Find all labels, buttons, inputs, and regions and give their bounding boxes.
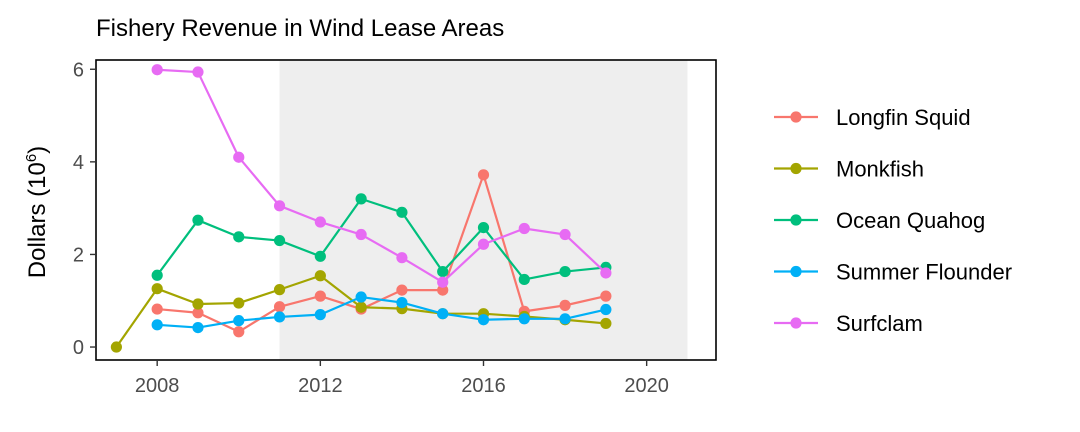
data-point-2-5 (355, 193, 367, 205)
data-point-0-0 (151, 303, 163, 315)
data-point-3-5 (355, 291, 367, 303)
data-point-0-4 (314, 290, 326, 302)
data-point-4-10 (559, 228, 571, 241)
data-point-3-6 (396, 296, 408, 309)
data-point-2-8 (477, 221, 490, 234)
data-point-4-6 (396, 252, 408, 264)
data-point-1-1 (151, 283, 163, 295)
data-point-4-0 (151, 64, 163, 76)
data-point-1-12 (600, 317, 612, 330)
data-point-0-8 (477, 169, 490, 181)
data-point-1-0 (110, 341, 122, 353)
data-point-1-2 (192, 298, 204, 310)
legend-label: Summer Flounder (836, 260, 1012, 285)
legend-key-point (790, 214, 802, 226)
plot-area: 2008 2012 2016 2020 0 2 4 6 (73, 59, 717, 397)
data-point-3-4 (314, 309, 326, 321)
y-tick-label: 6 (73, 59, 84, 81)
data-point-0-2 (233, 326, 245, 338)
data-point-0-11 (600, 290, 612, 302)
data-point-2-2 (233, 231, 245, 243)
legend-key-point (790, 317, 802, 329)
x-tick-label: 2016 (461, 375, 506, 397)
data-point-3-1 (192, 321, 204, 334)
data-point-1-4 (273, 284, 286, 296)
data-point-3-2 (233, 315, 245, 327)
data-point-0-6 (396, 284, 408, 296)
data-point-4-8 (477, 238, 490, 250)
y-axis-title-superscript: 6 (23, 154, 40, 162)
data-point-2-10 (559, 265, 571, 278)
data-point-3-3 (273, 311, 286, 323)
data-point-2-9 (518, 273, 530, 286)
data-point-4-2 (233, 151, 245, 163)
chart-title: Fishery Revenue in Wind Lease Areas (96, 15, 504, 42)
data-point-3-7 (437, 308, 449, 320)
data-point-4-9 (518, 222, 530, 235)
data-point-0-1 (192, 307, 204, 319)
x-tick-label: 2012 (298, 375, 343, 397)
data-point-3-11 (600, 303, 612, 316)
data-point-4-3 (273, 200, 286, 212)
x-tick-label: 2020 (624, 375, 669, 397)
y-tick-label: 4 (73, 152, 84, 174)
data-point-0-10 (559, 299, 571, 311)
series-line-2 (156, 197, 606, 281)
data-point-2-4 (314, 250, 326, 262)
data-point-4-5 (355, 228, 367, 241)
data-point-1-3 (233, 297, 245, 309)
panel-border (95, 59, 717, 361)
legend-key-point (790, 265, 802, 278)
data-point-3-9 (518, 313, 530, 325)
y-tick-label: 0 (73, 337, 84, 359)
data-point-1-5 (314, 270, 326, 282)
legend: Longfin Squid Monkfish Ocean Quahog Summer … (774, 105, 1012, 336)
data-point-1-6 (355, 301, 367, 313)
data-point-0-7 (437, 284, 449, 296)
data-point-0-3 (273, 301, 286, 313)
data-point-4-4 (314, 216, 326, 228)
data-point-3-10 (559, 313, 571, 325)
y-axis-title-text: Dollars (10 (24, 162, 51, 278)
data-point-2-7 (437, 265, 449, 278)
x-tick-label: 2008 (135, 375, 180, 397)
data-point-2-6 (396, 206, 408, 218)
y-tick-label: 2 (73, 244, 84, 266)
legend-label: Surfclam (836, 311, 923, 336)
legend-key-point (790, 111, 802, 123)
data-point-4-1 (192, 66, 204, 78)
data-point-2-3 (273, 234, 286, 247)
y-axis-title-close: ) (24, 146, 51, 154)
series-line-4 (157, 68, 607, 284)
data-point-4-11 (600, 267, 612, 279)
data-point-2-1 (192, 214, 204, 226)
data-point-4-7 (437, 276, 449, 288)
data-point-2-0 (151, 269, 163, 281)
legend-key-point (790, 162, 802, 175)
data-point-3-8 (477, 314, 490, 326)
data-point-3-0 (151, 319, 163, 331)
legend-label: Ocean Quahog (836, 208, 985, 233)
series-line-3 (157, 295, 607, 329)
y-axis-title: Dollars (106) (23, 146, 51, 278)
legend-label: Longfin Squid (836, 105, 971, 130)
legend-label: Monkfish (836, 157, 924, 182)
